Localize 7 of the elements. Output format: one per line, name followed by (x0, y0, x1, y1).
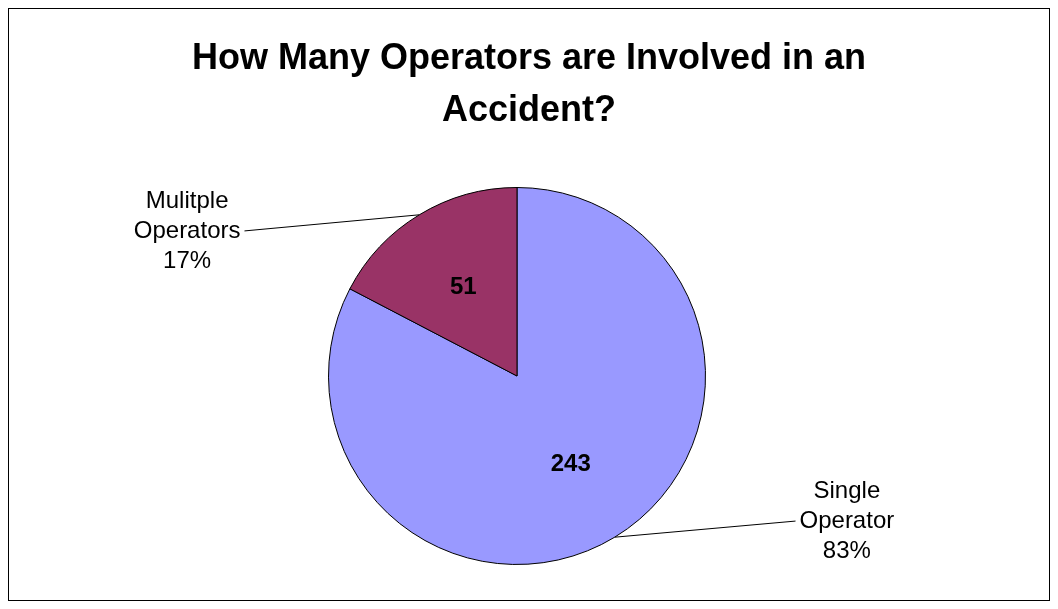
slice-label: Mulitple Operators (133, 185, 241, 243)
slice-label: Single Operator (799, 475, 895, 533)
chart-title: How Many Operators are Involved in an Accident? (191, 35, 867, 129)
text: 83% (822, 535, 871, 563)
data-label: 51 (449, 271, 477, 299)
text: 17% (163, 245, 212, 273)
data-label: 243 (550, 449, 591, 477)
